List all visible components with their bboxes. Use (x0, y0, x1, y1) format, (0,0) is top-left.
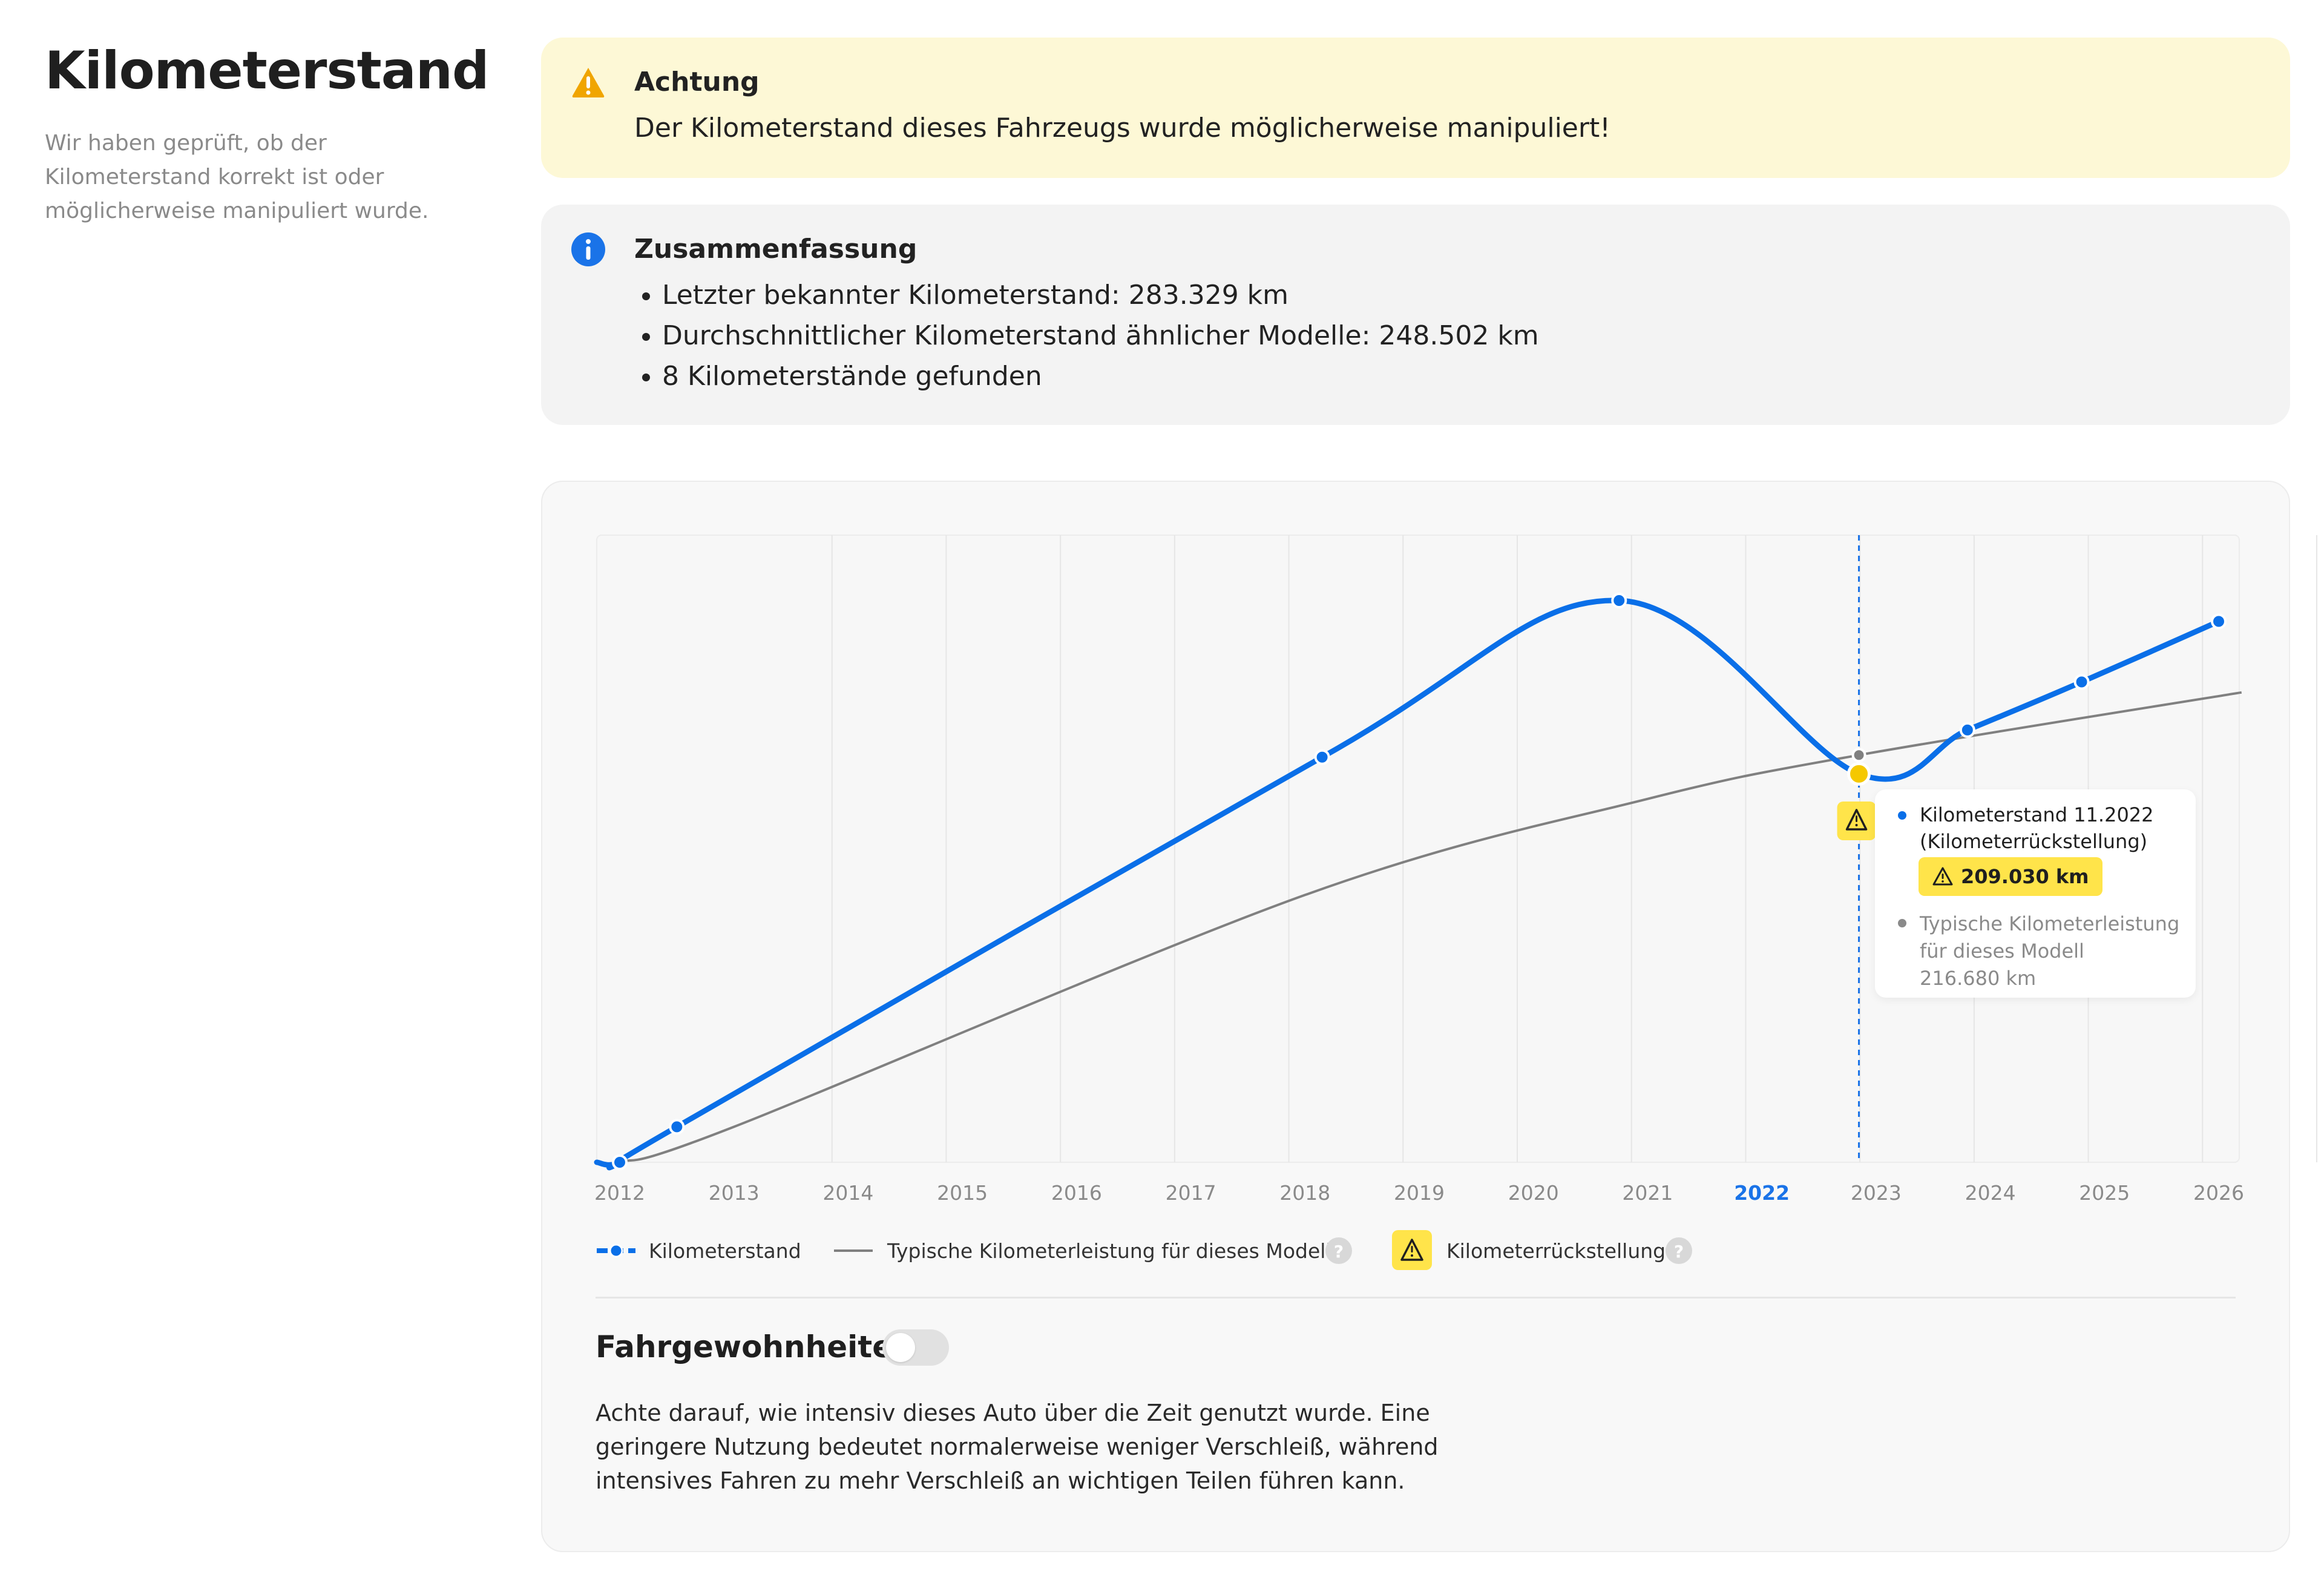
toggle-knob[interactable] (886, 1333, 915, 1362)
mileage-data-point (669, 1119, 685, 1135)
tooltip-typical-value: 216.680 km (1920, 967, 2037, 990)
summary-panel: Zusammenfassung Letzter bekannter Kilome… (541, 205, 2290, 425)
tooltip-typical: Typische Kilometerleistung für dieses Mo… (1920, 910, 2186, 992)
x-tick-label: 2019 (1394, 1181, 1445, 1205)
help-icon-glyph: ? (1334, 1242, 1344, 1262)
help-icon-glyph: ? (1674, 1242, 1684, 1262)
warning-triangle-icon (1400, 1239, 1423, 1261)
x-tick-label: 2026 (2193, 1181, 2244, 1205)
legend-label-typical: Typische Kilometerleistung für dieses Mo… (887, 1239, 1331, 1263)
warning-triangle-icon (1932, 867, 1953, 886)
mileage-data-point (1611, 593, 1627, 608)
x-tick-label: 2020 (1508, 1181, 1559, 1205)
tooltip-mileage-dot (1898, 811, 1906, 820)
mileage-data-point (2211, 613, 2227, 630)
mileage-line (594, 597, 2222, 1171)
x-tick-label: 2024 (1965, 1181, 2016, 1205)
x-tick-label: 2017 (1166, 1181, 1216, 1205)
warning-title: Achtung (634, 67, 760, 97)
tooltip-typical-dot (1898, 919, 1906, 927)
warning-icon-stroke (1411, 1246, 1413, 1252)
mileage-data-point (1314, 749, 1330, 765)
legend-mileage-dot (609, 1243, 623, 1258)
typical-point (1851, 748, 1866, 763)
summary-list: Letzter bekannter Kilometerstand: 283.32… (634, 275, 1539, 397)
warning-triangle-icon (572, 68, 605, 97)
mileage-data-point (2073, 674, 2090, 690)
x-tick-label: 2023 (1851, 1181, 1902, 1205)
mileage-data-point (612, 1154, 628, 1170)
warning-icon-stroke (1856, 815, 1858, 822)
help-icon (1325, 1237, 1352, 1264)
plot-area (596, 535, 2240, 1163)
x-tick-label: 2014 (822, 1181, 873, 1205)
summary-item-readings-count: 8 Kilometerstände gefunden (662, 356, 1539, 397)
warning-text: Der Kilometerstand dieses Fahrzeugs wurd… (634, 113, 1610, 143)
tooltip-value-badge: 209.030 km (1919, 857, 2102, 896)
legend-label-rollback: Kilometerrückstellung (1446, 1239, 1666, 1263)
typical-mileage-line (619, 691, 2242, 1164)
x-tick-label: 2013 (709, 1181, 760, 1205)
summary-title: Zusammenfassung (634, 234, 917, 265)
section-divider (596, 1297, 2236, 1299)
tooltip-typical-label: Typische Kilometerleistung für dieses Mo… (1920, 912, 2180, 963)
legend-label-mileage: Kilometerstand (649, 1239, 801, 1263)
x-tick-label: 2022 (1734, 1181, 1790, 1205)
x-tick-label: 2025 (2079, 1181, 2130, 1205)
left-column: Kilometerstand Wir haben geprüft, ob der… (45, 42, 493, 228)
warning-triangle-icon (1845, 809, 1868, 831)
x-tick-label: 2018 (1279, 1181, 1330, 1205)
rollback-data-point (1847, 762, 1871, 786)
page-subtitle: Wir haben geprüft, ob der Kilometerstand… (45, 130, 429, 223)
tooltip-title: Kilometerstand 11.2022 (Kilometerrückste… (1920, 803, 2154, 853)
x-tick-label: 2012 (594, 1181, 645, 1205)
info-circle-icon (571, 232, 605, 266)
warning-alert: Achtung Der Kilometerstand dieses Fahrze… (541, 38, 2290, 178)
habits-text: Achte darauf, wie intensiv dieses Auto ü… (596, 1400, 1439, 1494)
x-tick-label: 2021 (1622, 1181, 1673, 1205)
mileage-data-point (1959, 722, 1975, 738)
tooltip-value: 209.030 km (1961, 865, 2089, 888)
page-title: Kilometerstand (45, 41, 490, 101)
habits-toggle[interactable] (882, 1329, 949, 1366)
x-tick-label: 2015 (937, 1181, 988, 1205)
summary-item-average-mileage: Durchschnittlicher Kilometerstand ähnlic… (662, 315, 1539, 356)
warning-icon-dot (1855, 824, 1858, 826)
habits-title: Fahrgewohnheiten (596, 1329, 914, 1364)
x-tick-label: 2016 (1051, 1181, 1102, 1205)
chart-tooltip: Kilometerstand 11.2022 (Kilometerrückste… (1875, 789, 2196, 998)
summary-item-last-mileage: Letzter bekannter Kilometerstand: 283.32… (662, 275, 1539, 315)
warning-icon-dot (1411, 1254, 1413, 1257)
help-icon (1666, 1237, 1692, 1264)
